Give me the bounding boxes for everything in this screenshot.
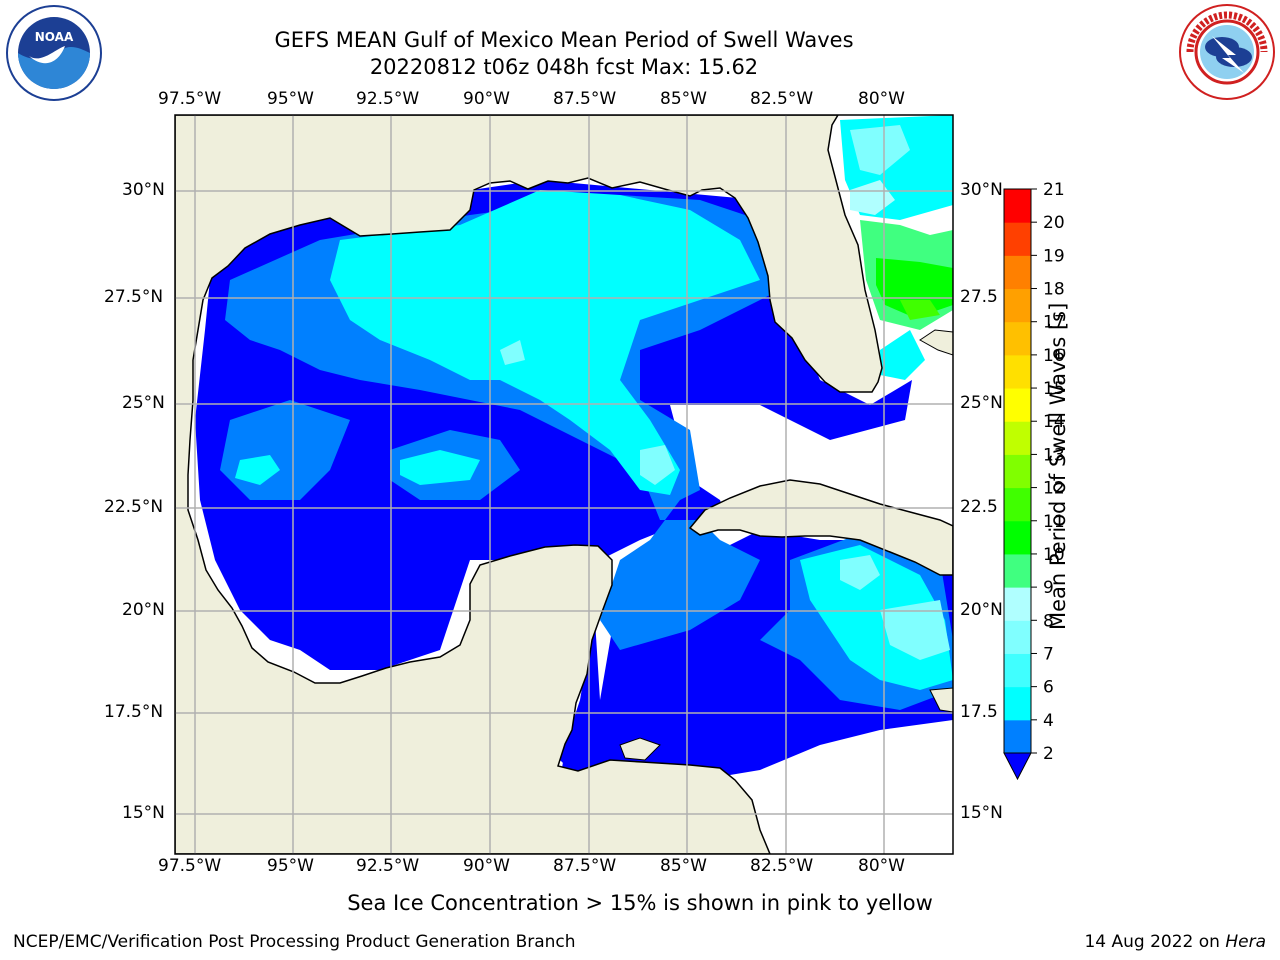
noaa-logo-text: NOAA [35,30,74,44]
colorbar-band [1004,454,1031,489]
colorbar-tick-label: 20 [1043,213,1065,233]
lon-label-top-4: 90°W [463,89,510,109]
lon-label-top-6: 85°W [660,89,707,109]
lon-label-top-1: 97.5°W [158,89,222,109]
colorbar-band [1004,354,1031,389]
noaa-logo: NOAA [6,5,102,101]
lon-label-bottom-3: 92.5°W [356,856,420,876]
colorbar-band [1004,189,1031,223]
lat-label-left-1: 30°N [122,180,165,200]
colorbar-tick-label: 16 [1043,346,1065,366]
colorbar-tick-label: 2 [1043,744,1054,764]
nws-logo [1179,4,1275,100]
colorbar-band [1004,487,1031,522]
footer-date-text: 14 Aug 2022 on [1084,932,1226,952]
footer-credit: NCEP/EMC/Verification Post Processing Pr… [13,932,576,952]
colorbar-frame [1003,188,1032,754]
colorbar-tick-label: 15 [1043,379,1065,399]
lon-label-bottom-1: 97.5°W [158,856,222,876]
lon-label-top-5: 87.5°W [553,89,617,109]
footer-machine: Hera [1225,932,1266,952]
colorbar-band [1004,620,1031,654]
colorbar-band [1004,388,1031,422]
lat-label-left-3: 25°N [122,393,165,413]
colorbar-tick-label: 13 [1043,445,1065,465]
lon-label-bottom-5: 87.5°W [553,856,617,876]
footer-date: 14 Aug 2022 on Hera [1084,932,1266,952]
lat-label-right-7: 15°N [960,803,1003,823]
swell-12-13s [900,300,940,320]
map-gridlines [175,115,953,854]
lat-label-right-1: 30°N [960,180,1003,200]
colorbar-tick-label: 9 [1043,578,1054,598]
map-frame [174,114,954,855]
chart-title: GEFS MEAN Gulf of Mexico Mean Period of … [274,28,854,52]
lat-label-left-4: 22.5°N [104,497,164,517]
colorbar-tick-label: 11 [1043,512,1065,532]
lat-label-right-3: 25°N [960,393,1003,413]
colorbar-band [1004,553,1031,588]
colorbar-band [1004,686,1031,721]
swell-8-9s [500,125,950,660]
lat-label-left-2: 27.5°N [104,287,164,307]
land-us-mexico [175,115,883,854]
colorbar-tick-label: 8 [1043,611,1054,631]
colorbar-band [1004,321,1031,356]
colorbar-band [1004,520,1031,555]
colorbar-tick-label: 17 [1043,313,1065,333]
land-cuba [688,479,953,576]
colorbar-extend-triangle [1003,752,1032,781]
colorbar-band [1004,288,1031,323]
swell-6-7s [235,115,953,690]
colorbar-tick-label: 18 [1043,280,1065,300]
colorbar-band [1004,255,1031,290]
lat-label-right-2: 27.5 [960,287,998,307]
colorbar-band [1004,421,1031,455]
lat-label-right-5: 20°N [960,600,1003,620]
colorbar-tick-label: 12 [1043,479,1065,499]
colorbar-tick-label: 10 [1043,545,1065,565]
colorbar-tick-label: 19 [1043,246,1065,266]
colorbar-tick-label: 4 [1043,711,1054,731]
lat-label-left-5: 20°N [122,600,165,620]
land-bahamas [919,329,953,356]
chart-subtitle: 20220812 t06z 048h fcst Max: 15.62 [369,55,759,79]
land-yucatan-lagoon [619,737,661,761]
lon-label-bottom-2: 95°W [267,856,314,876]
lon-label-bottom-7: 82.5°W [750,856,814,876]
lat-label-right-4: 22.5 [960,497,998,517]
colorbar-tick-label: 6 [1043,678,1054,698]
lon-label-bottom-4: 90°W [463,856,510,876]
lon-label-bottom-8: 80°W [858,856,905,876]
colorbar-tick-label: 14 [1043,412,1065,432]
colorbar-band [1004,653,1031,688]
lon-label-bottom-6: 85°W [660,856,707,876]
colorbar-tick-label: 7 [1043,644,1054,664]
colorbar-band [1004,587,1031,621]
lon-label-top-3: 92.5°W [356,89,420,109]
sea-ice-note: Sea Ice Concentration > 15% is shown in … [347,891,933,915]
colorbar-tick-label: 21 [1043,180,1065,200]
lat-label-left-6: 17.5°N [104,702,164,722]
colorbar-band [1004,719,1031,754]
lon-label-top-8: 80°W [858,89,905,109]
lon-label-top-2: 95°W [267,89,314,109]
lat-label-right-6: 17.5 [960,702,998,722]
lon-label-top-7: 82.5°W [750,89,814,109]
colorbar: 2 4 6 7 8 9 10 11 12 13 14 15 16 17 18 19 20 21 [1003,180,1065,781]
colorbar-band [1004,222,1031,256]
land-jamaica [929,687,953,713]
lat-label-left-7: 15°N [122,803,165,823]
colorbar-label: Mean Period of Swell Waves [s] [1046,302,1070,630]
